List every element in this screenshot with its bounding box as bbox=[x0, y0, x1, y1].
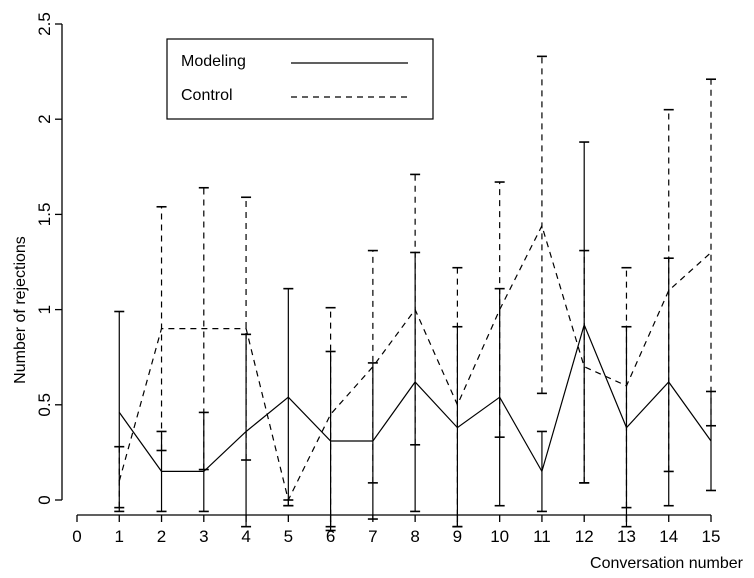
x-tick-label: 1 bbox=[115, 527, 124, 546]
x-tick-label: 11 bbox=[533, 527, 551, 546]
x-tick-label: 15 bbox=[702, 527, 721, 546]
x-tick-label: 3 bbox=[199, 527, 208, 546]
legend: Modeling Control bbox=[166, 38, 434, 120]
x-tick-label: 4 bbox=[241, 527, 250, 546]
x-tick-label: 12 bbox=[575, 527, 594, 546]
y-tick-label: 2.5 bbox=[35, 12, 54, 36]
x-tick-label: 0 bbox=[72, 527, 81, 546]
x-tick-label: 6 bbox=[326, 527, 335, 546]
x-tick-label: 8 bbox=[410, 527, 419, 546]
x-axis-title: Conversation number bbox=[590, 555, 744, 572]
legend-label-control: Control bbox=[181, 87, 233, 104]
y-tick-label: 1 bbox=[35, 305, 54, 314]
y-tick-label: 2 bbox=[35, 114, 54, 123]
series-line-modeling bbox=[118, 322, 712, 473]
error-bars bbox=[114, 55, 716, 532]
series-lines bbox=[118, 224, 712, 502]
y-tick-label: 0 bbox=[35, 495, 54, 504]
x-tick-label: 2 bbox=[157, 527, 166, 546]
x-tick-label: 10 bbox=[490, 527, 509, 546]
x-tick-label: 7 bbox=[368, 527, 377, 546]
x-tick-label: 9 bbox=[453, 527, 462, 546]
x-tick-label: 13 bbox=[617, 527, 636, 546]
y-tick-label: 0.5 bbox=[35, 393, 54, 417]
y-axis-title: Number of rejections bbox=[12, 236, 29, 384]
y-tick-label: 1.5 bbox=[35, 203, 54, 227]
legend-label-modeling: Modeling bbox=[181, 53, 246, 70]
series-line-control bbox=[118, 224, 712, 502]
x-tick-label: 5 bbox=[284, 527, 293, 546]
x-tick-label: 14 bbox=[659, 527, 678, 546]
legend-box bbox=[166, 38, 434, 120]
